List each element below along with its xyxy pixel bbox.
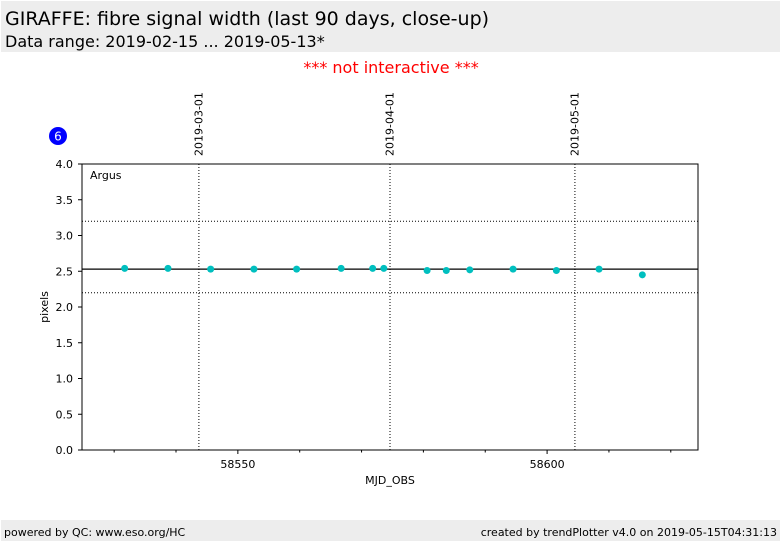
- created-by: created by trendPlotter v4.0 on 2019-05-…: [480, 526, 777, 539]
- y-tick-label: 2.5: [56, 265, 74, 278]
- data-point: [552, 267, 560, 275]
- badge-number: 6: [54, 130, 62, 144]
- not-interactive-notice: *** not interactive ***: [303, 58, 479, 77]
- header-bar: GIRAFFE: fibre signal width (last 90 day…: [1, 1, 780, 52]
- x-axis-label: MJD_OBS: [365, 474, 415, 487]
- page-title: GIRAFFE: fibre signal width (last 90 day…: [5, 8, 490, 30]
- y-tick-label: 3.5: [56, 194, 74, 207]
- data-point: [638, 271, 646, 279]
- y-tick-label: 4.0: [56, 158, 74, 171]
- data-point: [595, 265, 603, 273]
- y-tick-label: 0.5: [56, 408, 74, 421]
- footer-bar: powered by QC: www.eso.org/HC created by…: [1, 520, 780, 541]
- x-tick-label: 58600: [530, 458, 565, 471]
- data-point: [509, 265, 517, 273]
- x-tick-label: 58550: [220, 458, 255, 471]
- powered-by: powered by QC: www.eso.org/HC: [4, 526, 186, 539]
- y-tick-label: 0.0: [56, 444, 74, 457]
- date-marker-label: 2019-04-01: [384, 92, 397, 156]
- y-tick-label: 1.0: [56, 373, 74, 386]
- data-point: [121, 264, 129, 272]
- data-point: [423, 267, 431, 275]
- data-point: [293, 265, 301, 273]
- data-point: [466, 266, 474, 274]
- data-point: [250, 265, 258, 273]
- annotation-label: Argus: [90, 169, 122, 182]
- data-point: [369, 264, 377, 272]
- y-axis-label: pixels: [38, 291, 51, 323]
- data-point: [207, 265, 215, 273]
- data-point: [380, 264, 388, 272]
- badge-circle: [49, 127, 67, 145]
- data-point: [337, 264, 345, 272]
- y-tick-label: 3.0: [56, 230, 74, 243]
- date-marker-label: 2019-05-01: [568, 92, 581, 156]
- data-point: [164, 264, 172, 272]
- y-tick-label: 1.5: [56, 337, 74, 350]
- y-tick-label: 2.0: [56, 301, 74, 314]
- data-point: [442, 267, 450, 275]
- data-range: Data range: 2019-02-15 ... 2019-05-13*: [5, 32, 325, 51]
- date-marker-label: 2019-03-01: [192, 92, 205, 156]
